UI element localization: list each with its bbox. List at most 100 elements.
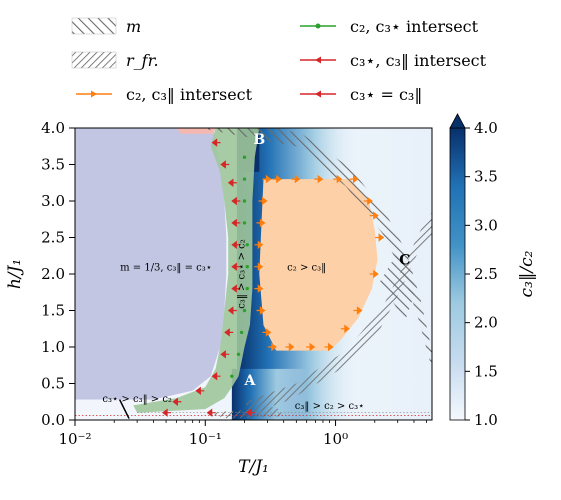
point-label: C <box>399 252 410 268</box>
colorbar-tick-label: 4.0 <box>474 119 498 137</box>
green-marker <box>242 308 247 313</box>
point-label: A <box>243 373 256 389</box>
green-marker <box>242 177 247 181</box>
red-marker <box>195 386 205 395</box>
legend-marker-c3stareq <box>315 90 321 98</box>
orange-marker <box>254 262 264 271</box>
orange-marker <box>258 196 268 206</box>
red-marker <box>231 196 241 206</box>
orange-marker <box>349 174 359 184</box>
region-label: c₂ > c₃‖ <box>287 262 326 273</box>
orange-marker <box>314 174 324 184</box>
legend-label-rfr: r_fr. <box>126 51 159 70</box>
plot-area: m = 1/3, c₃‖ = c₃⋆ c₂ > c₃‖ c₃⋆ > c₃‖ > c₂… <box>75 128 432 420</box>
y-tick-label: 2.0 <box>41 265 65 283</box>
orange-marker <box>363 196 373 206</box>
orange-marker <box>340 324 350 333</box>
orange-marker <box>324 342 334 352</box>
green-marker <box>242 199 247 203</box>
colorbar-tick-label: 1.0 <box>474 411 498 429</box>
orange-marker <box>369 269 379 279</box>
orange-marker <box>369 211 379 220</box>
orange-marker <box>256 218 266 228</box>
y-axis: 0.0 0.5 1.0 1.5 2.0 2.5 3.0 3.5 4.0 h/J₁ <box>5 119 75 429</box>
colorbar-tick-label: 2.0 <box>474 314 498 332</box>
point-label: B <box>253 132 265 148</box>
green-marker <box>245 265 249 269</box>
legend-label-c3stareq: c₃⋆ = c₃‖ <box>350 85 422 104</box>
orange-marker <box>375 233 385 242</box>
red-marker <box>227 178 237 187</box>
red-marker <box>231 284 241 293</box>
x-axis-title: T/J₁ <box>238 457 269 477</box>
colorbar-tick-label: 1.5 <box>474 362 498 380</box>
pink-strip <box>176 128 216 134</box>
green-marker <box>236 352 241 356</box>
green-marker <box>230 374 234 378</box>
red-marker <box>245 408 255 417</box>
green-marker <box>245 243 249 247</box>
legend-marker-c2c3star <box>315 23 321 29</box>
orange-marker <box>254 240 264 249</box>
red-marker <box>231 218 241 228</box>
orange-marker <box>291 174 301 184</box>
colorbar-bar <box>449 127 466 421</box>
legend-swatch-rfr <box>71 51 117 69</box>
y-tick-label: 0.0 <box>41 411 65 429</box>
y-tick-label: 1.5 <box>41 302 65 320</box>
orange-marker <box>333 174 343 184</box>
legend-label-c2c3par: c₂, c₃‖ intersect <box>126 85 253 104</box>
colorbar-tick-label: 3.0 <box>474 216 498 234</box>
m-hatch-c <box>380 252 417 322</box>
green-marker <box>242 155 247 159</box>
red-marker <box>231 240 241 249</box>
y-tick-label: 1.0 <box>41 338 65 356</box>
lavender-region <box>75 128 227 400</box>
colorbar-arrow <box>449 113 466 129</box>
orange-marker <box>285 342 295 352</box>
legend-label-m: m <box>126 17 141 36</box>
green-marker <box>245 286 249 291</box>
red-marker <box>172 397 182 406</box>
orange-region <box>259 179 378 351</box>
region-label: c₃⋆ > c₃‖ > c₂ <box>102 394 172 405</box>
y-tick-label: 3.5 <box>41 156 65 174</box>
orange-marker <box>262 174 272 184</box>
region-label: c₃‖ > c₂ > c₃⋆ <box>295 401 365 412</box>
colorbar: 1.0 1.5 2.0 2.5 3.0 3.5 4.0 c₃‖/c₂ <box>449 113 537 429</box>
green-band <box>133 128 260 413</box>
red-marker <box>227 306 237 315</box>
x-tick-label: 10⁻¹ <box>189 430 222 448</box>
y-tick-label: 3.0 <box>41 192 65 210</box>
orange-marker <box>256 306 266 315</box>
y-tick-label: 4.0 <box>41 119 65 137</box>
region-label: m = 1/3, c₃‖ = c₃⋆ <box>120 262 212 273</box>
x-tick-label: 10⁰ <box>323 430 348 448</box>
legend-marker-c3starc3par <box>315 56 321 64</box>
colorbar-tick-label: 3.5 <box>474 168 498 186</box>
legend-label-c2c3star: c₂, c₃⋆ intersect <box>350 17 479 36</box>
orange-marker <box>353 306 363 315</box>
red-marker <box>211 372 221 381</box>
legend-swatch-m <box>71 17 117 35</box>
y-tick-label: 0.5 <box>41 375 65 393</box>
colorbar-label: c₃‖/c₂ <box>517 250 537 297</box>
x-tick-label: 10⁻² <box>58 430 91 448</box>
red-marker <box>206 408 216 417</box>
red-marker <box>231 262 241 271</box>
red-marker <box>162 408 172 417</box>
legend-marker-c2c3par <box>91 90 97 98</box>
region-label: c₃‖ > c₃⋆ > c₂ <box>236 239 247 309</box>
legend: m r_fr. c₂, c₃‖ intersect c₂, c₃⋆ intersect… <box>71 17 487 104</box>
x-axis: 10⁻² 10⁻¹ 10⁰ T/J₁ <box>58 420 428 477</box>
orange-marker <box>254 284 264 293</box>
orange-marker <box>272 174 282 184</box>
y-tick-label: 2.5 <box>41 229 65 247</box>
green-marker <box>239 330 244 335</box>
orange-marker <box>262 328 272 337</box>
red-marker <box>211 138 221 147</box>
green-marker <box>242 221 247 225</box>
region-pointer <box>118 399 130 419</box>
legend-label-c3starc3par: c₃⋆, c₃‖ intersect <box>350 51 487 70</box>
